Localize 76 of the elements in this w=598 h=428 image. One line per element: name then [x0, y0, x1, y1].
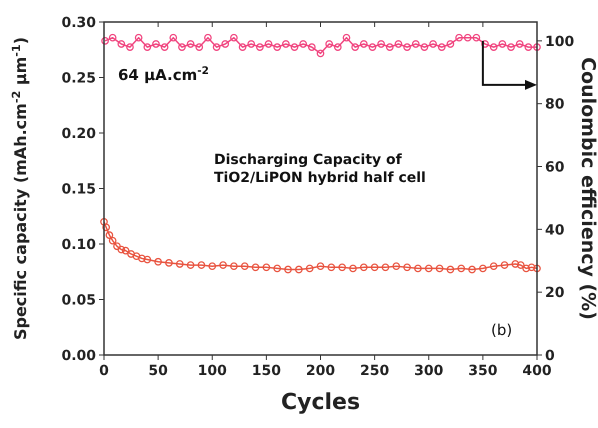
point [108, 236, 117, 245]
point [138, 254, 146, 262]
point [512, 260, 520, 268]
point [490, 262, 498, 270]
point [414, 264, 422, 272]
point [522, 264, 530, 272]
y-tick-label: 0.25 [61, 70, 96, 86]
point [403, 263, 411, 272]
point [230, 262, 238, 270]
y2-tick-label: 40 [545, 222, 565, 238]
point [446, 266, 454, 274]
point [528, 263, 536, 272]
point [316, 262, 324, 270]
point [262, 263, 270, 272]
point [117, 246, 126, 254]
point [113, 242, 121, 250]
point [273, 264, 282, 272]
x-tick-label: 300 [414, 363, 444, 379]
point [295, 266, 303, 274]
y2-tick-label: 100 [545, 34, 574, 50]
point [154, 258, 162, 266]
y-tick-label: 0.00 [61, 348, 96, 364]
x-tick-label: 50 [148, 363, 168, 379]
point [186, 261, 194, 269]
point [252, 263, 260, 272]
x-tick-label: 400 [522, 363, 552, 379]
y2-tick-label: 0 [545, 348, 555, 364]
x-tick-label: 250 [360, 363, 390, 379]
x-tick-label: 200 [306, 363, 336, 379]
point [516, 261, 525, 269]
y2-tick-label: 80 [545, 96, 565, 113]
point [122, 246, 130, 255]
point [457, 264, 466, 272]
annotation: Discharging Capacity of TiO2/LiPON hybrid half cell [214, 152, 426, 186]
point [165, 259, 173, 267]
y-tick-label: 0.10 [61, 237, 96, 253]
x-tick-label: 350 [468, 363, 498, 379]
point [338, 263, 346, 272]
x-tick-label: 100 [198, 363, 228, 379]
point [392, 262, 400, 270]
y2-tick-label: 60 [545, 160, 565, 176]
x-axis-title: Cycles [280, 390, 360, 415]
point [327, 263, 336, 272]
annotation: (b) [491, 321, 512, 339]
point [132, 252, 140, 260]
point [219, 261, 227, 269]
y-tick-label: 0.30 [61, 15, 96, 31]
x-tick-label: 150 [252, 363, 282, 379]
point [479, 264, 487, 272]
point [468, 266, 476, 274]
point [198, 261, 206, 269]
y2-tick-label: 20 [545, 285, 565, 302]
point [100, 218, 108, 226]
x-tick-label: 0 [99, 363, 110, 379]
point [436, 264, 444, 272]
point [500, 261, 508, 269]
point [424, 264, 433, 272]
point [370, 263, 378, 272]
point [143, 256, 152, 264]
point [102, 224, 110, 232]
annotation: 64 μA.cm$^{-2}$ [118, 65, 209, 84]
point [360, 263, 368, 272]
y-tick-label: 0.05 [61, 292, 96, 308]
point [240, 262, 249, 270]
point [349, 264, 357, 272]
point [284, 266, 292, 274]
point [306, 264, 314, 272]
y2-axis-title: Coulombic efficiency (%) [577, 57, 598, 320]
point [127, 250, 135, 258]
y-tick-label: 0.20 [61, 126, 96, 142]
y-tick-label: 0.15 [61, 182, 96, 198]
point [106, 231, 114, 239]
point [382, 263, 390, 272]
point [208, 262, 216, 270]
point [533, 264, 541, 272]
point [176, 260, 184, 268]
